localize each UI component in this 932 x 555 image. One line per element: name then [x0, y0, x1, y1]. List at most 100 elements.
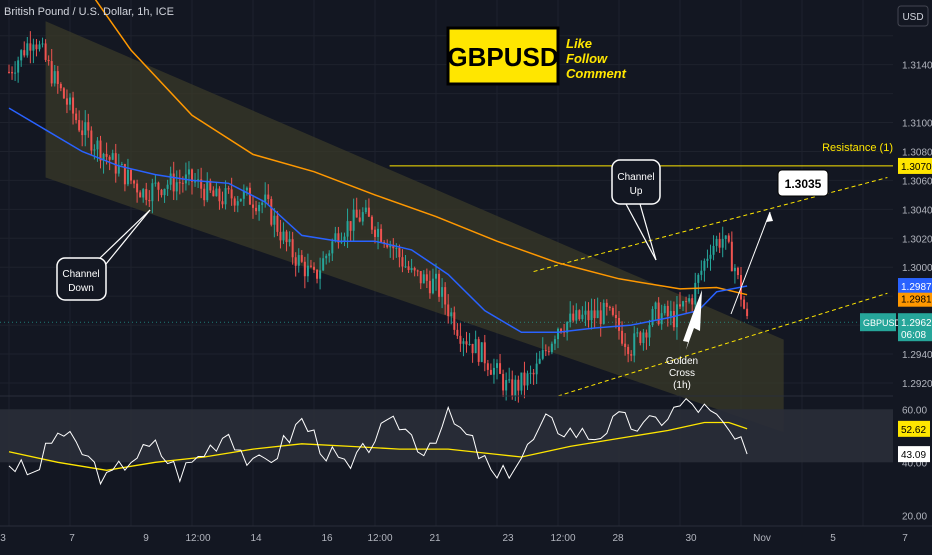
candle-body	[651, 309, 654, 326]
candle-body	[727, 235, 730, 242]
candle-body	[367, 207, 370, 217]
time-tick: 30	[685, 533, 697, 544]
candle-body	[258, 204, 261, 212]
candle-body	[743, 299, 746, 309]
candle-body	[32, 44, 35, 51]
candle-body	[584, 310, 587, 315]
candle-body	[14, 72, 17, 74]
candle-body	[26, 43, 29, 56]
candle-body	[29, 43, 32, 51]
candle-body	[294, 257, 297, 266]
candle-body	[608, 306, 611, 308]
candle-body	[575, 310, 578, 321]
candle-body	[691, 298, 694, 305]
candle-body	[517, 379, 520, 391]
channel-up-pointer-2	[639, 203, 657, 261]
candle-body	[108, 156, 111, 160]
candle-body	[657, 302, 660, 325]
candle-body	[605, 302, 608, 307]
candle-body	[343, 236, 346, 241]
candle-body	[642, 332, 645, 344]
candle-body	[20, 50, 23, 61]
candle-body	[331, 241, 334, 254]
candle-body	[703, 260, 706, 271]
time-tick: 3	[0, 533, 6, 544]
candle-body	[11, 72, 14, 74]
price-tick: 1.3020	[902, 234, 932, 245]
candle-body	[648, 325, 651, 338]
candle-body	[93, 149, 96, 151]
candle-body	[126, 169, 129, 185]
candle-body	[139, 192, 142, 198]
channel-down	[45, 21, 784, 433]
candle-body	[123, 164, 126, 185]
time-tick: 12:00	[367, 533, 392, 544]
candle-body	[599, 310, 602, 324]
channel-up-upper-line	[533, 177, 888, 273]
candle-body	[181, 182, 184, 184]
candle-body	[218, 188, 221, 202]
resistance-price-tag: 1.3070	[901, 162, 932, 173]
candle-body	[410, 267, 413, 271]
candle-body	[492, 367, 495, 375]
candle-body	[313, 266, 315, 270]
candle-body	[157, 182, 160, 190]
candle-body	[541, 350, 544, 359]
candle-body	[398, 247, 401, 258]
candle-body	[309, 265, 312, 267]
candle-body	[227, 188, 230, 190]
candle-body	[133, 180, 136, 184]
candle-body	[468, 343, 471, 345]
candle-body	[120, 164, 123, 166]
golden-cross-label-3: (1h)	[673, 380, 691, 391]
candle-body	[285, 231, 288, 243]
channel-down-area	[45, 21, 784, 433]
candle-body	[450, 312, 453, 317]
candle-body	[355, 209, 358, 218]
candle-body	[233, 198, 236, 206]
candle-body	[389, 244, 392, 248]
candle-body	[239, 198, 242, 202]
price-axis[interactable]: USD 1.3140 1.3100 1.3080 1.3060 1.3040 1.3020…	[860, 0, 932, 550]
candle-body	[72, 97, 75, 114]
candle-body	[730, 241, 733, 272]
candle-body	[352, 209, 355, 231]
candle-body	[535, 363, 538, 375]
candle-body	[614, 314, 617, 319]
candle-body	[224, 188, 227, 205]
candle-body	[154, 182, 157, 184]
candle-body	[489, 369, 492, 375]
candle-body	[505, 380, 508, 391]
candle-body	[706, 258, 709, 261]
candle-body	[453, 312, 456, 330]
candle-body	[462, 341, 465, 344]
time-axis[interactable]: 3 7 9 12:00 14 16 12:00 21 23 12:00 28 30 Nov 5 7	[0, 525, 932, 544]
candle-body	[69, 97, 71, 105]
candle-body	[245, 187, 248, 191]
candle-body	[148, 199, 151, 202]
candle-body	[261, 202, 264, 205]
candle-body	[102, 153, 105, 161]
candle-body	[84, 122, 87, 136]
candle-body	[255, 207, 258, 212]
candle-body	[456, 329, 459, 336]
candle-body	[538, 358, 541, 364]
currency-box	[897, 5, 929, 27]
candle-body	[221, 201, 224, 205]
rsi-tick: 20.00	[902, 511, 927, 522]
candle-body	[361, 212, 364, 222]
candle-body	[630, 354, 633, 356]
candle-body	[248, 187, 251, 205]
ma-orange-price-tag-bg	[898, 292, 932, 307]
candle-body	[81, 130, 84, 136]
candle-body	[523, 372, 526, 386]
candle-body	[736, 267, 739, 276]
candle-body	[441, 287, 444, 297]
candle-body	[547, 351, 550, 353]
candle-body	[566, 322, 569, 333]
candle-body	[370, 216, 373, 230]
candle-body	[593, 310, 596, 319]
time-tick: 5	[830, 533, 836, 544]
candle-body	[733, 267, 736, 272]
